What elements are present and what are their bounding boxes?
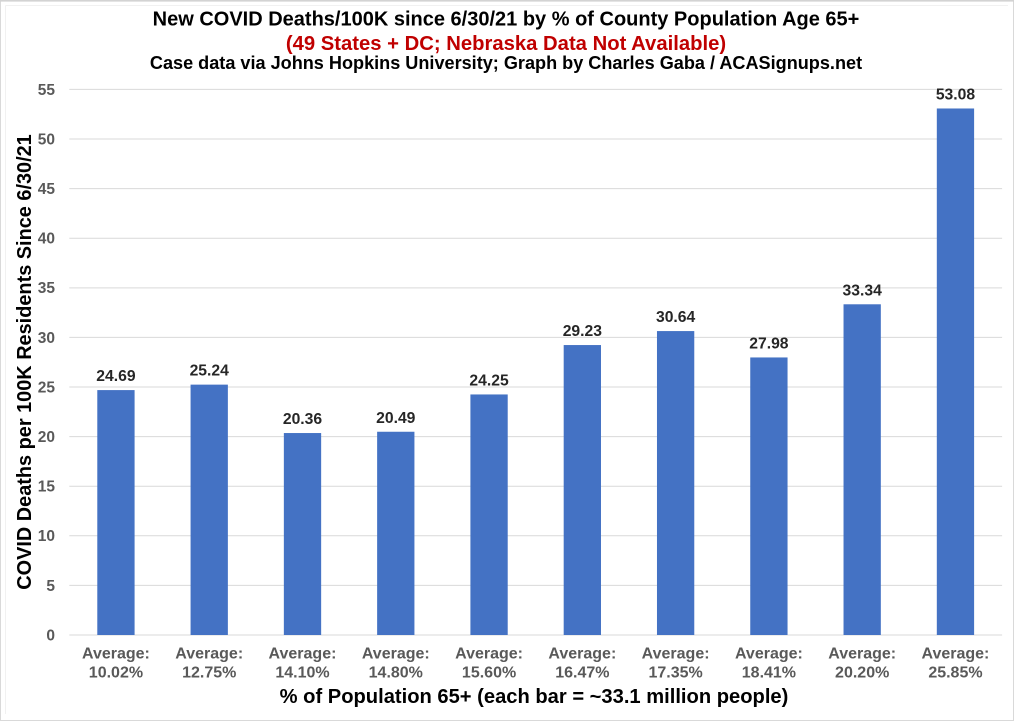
svg-text:15.60%: 15.60% bbox=[462, 665, 516, 682]
svg-text:Average:: Average: bbox=[922, 645, 990, 662]
svg-text:Case data via Johns Hopkins Un: Case data via Johns Hopkins University; … bbox=[150, 53, 862, 73]
svg-text:25.24: 25.24 bbox=[190, 363, 230, 380]
svg-text:20.20%: 20.20% bbox=[835, 665, 889, 682]
svg-text:0: 0 bbox=[46, 627, 55, 644]
svg-text:40: 40 bbox=[38, 231, 55, 248]
svg-text:Average:: Average: bbox=[735, 645, 803, 662]
svg-text:30: 30 bbox=[38, 330, 55, 347]
svg-text:12.75%: 12.75% bbox=[182, 665, 236, 682]
svg-text:Average:: Average: bbox=[548, 645, 616, 662]
svg-text:17.35%: 17.35% bbox=[648, 665, 702, 682]
svg-text:24.25: 24.25 bbox=[469, 372, 509, 389]
svg-text:Average:: Average: bbox=[82, 645, 150, 662]
svg-text:55: 55 bbox=[38, 82, 56, 99]
svg-text:50: 50 bbox=[38, 131, 55, 148]
svg-text:25: 25 bbox=[38, 379, 56, 396]
svg-text:25.85%: 25.85% bbox=[928, 665, 982, 682]
svg-text:33.34: 33.34 bbox=[843, 282, 883, 299]
svg-text:New COVID Deaths/100K since 6/: New COVID Deaths/100K since 6/30/21 by %… bbox=[153, 9, 860, 31]
svg-text:14.80%: 14.80% bbox=[369, 665, 423, 682]
svg-text:Average:: Average: bbox=[642, 645, 710, 662]
svg-text:16.47%: 16.47% bbox=[555, 665, 609, 682]
svg-text:18.41%: 18.41% bbox=[742, 665, 796, 682]
svg-text:27.98: 27.98 bbox=[749, 335, 789, 352]
svg-text:Average:: Average: bbox=[362, 645, 430, 662]
svg-text:10.02%: 10.02% bbox=[89, 665, 143, 682]
svg-text:% of Population 65+ (each bar: % of Population 65+ (each bar = ~33.1 mi… bbox=[280, 686, 789, 708]
svg-text:30.64: 30.64 bbox=[656, 309, 696, 326]
svg-text:(49 States + DC; Nebraska Data: (49 States + DC; Nebraska Data Not Avail… bbox=[286, 33, 726, 55]
svg-text:45: 45 bbox=[38, 181, 56, 198]
svg-text:5: 5 bbox=[46, 578, 55, 595]
svg-text:35: 35 bbox=[38, 280, 56, 297]
svg-text:20: 20 bbox=[38, 429, 55, 446]
svg-text:Average:: Average: bbox=[828, 645, 896, 662]
svg-text:Average:: Average: bbox=[455, 645, 523, 662]
svg-text:Average:: Average: bbox=[175, 645, 243, 662]
svg-text:20.36: 20.36 bbox=[283, 411, 323, 428]
svg-text:COVID Deaths per 100K Resident: COVID Deaths per 100K Residents Since 6/… bbox=[14, 134, 36, 589]
svg-text:29.23: 29.23 bbox=[563, 323, 603, 340]
svg-text:14.10%: 14.10% bbox=[275, 665, 329, 682]
svg-text:15: 15 bbox=[38, 479, 56, 496]
svg-text:24.69: 24.69 bbox=[96, 368, 136, 385]
svg-text:20.49: 20.49 bbox=[376, 410, 416, 427]
svg-text:10: 10 bbox=[38, 528, 55, 545]
svg-text:53.08: 53.08 bbox=[936, 86, 976, 103]
svg-text:Average:: Average: bbox=[269, 645, 337, 662]
